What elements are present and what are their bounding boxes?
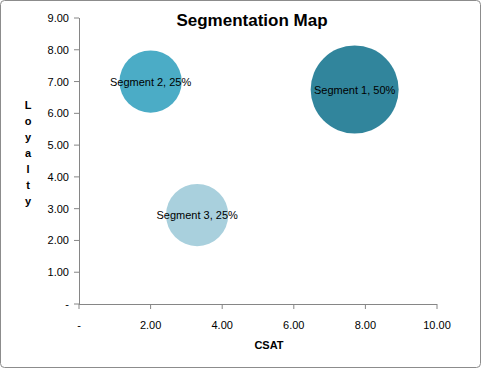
x-tick-label: 2.00 [140, 319, 161, 331]
data-label: Segment 2, 25% [110, 76, 192, 88]
x-tick [293, 304, 294, 309]
x-tick [437, 304, 438, 309]
y-tick [74, 240, 79, 241]
y-tick [74, 18, 79, 19]
y-tick-label: 4.00 [48, 171, 69, 183]
y-tick [74, 272, 79, 273]
x-tick-label: 4.00 [211, 319, 232, 331]
y-tick-label: 2.00 [48, 234, 69, 246]
y-tick-label: 1.00 [48, 266, 69, 278]
x-tick [365, 304, 366, 309]
y-tick-label: - [65, 298, 69, 310]
x-tick [222, 304, 223, 309]
bubble [311, 46, 399, 134]
x-tick-label: - [77, 319, 81, 331]
y-axis [79, 18, 80, 304]
y-tick-label: 6.00 [48, 107, 69, 119]
y-tick [74, 49, 79, 50]
y-tick [74, 113, 79, 114]
x-tick-label: 10.00 [423, 319, 451, 331]
x-axis-label: CSAT [254, 339, 283, 351]
chart-border [1, 1, 481, 368]
x-tick [150, 304, 151, 309]
y-tick [74, 81, 79, 82]
x-tick-label: 8.00 [355, 319, 376, 331]
y-tick-label: 8.00 [48, 44, 69, 56]
x-tick-label: 6.00 [283, 319, 304, 331]
title: Segmentation Map [176, 11, 327, 30]
x-axis [79, 304, 437, 305]
data-label: Segment 3, 25% [156, 209, 238, 221]
y-tick [74, 304, 79, 305]
y-tick [74, 145, 79, 146]
y-tick-label: 7.00 [48, 76, 69, 88]
y-tick [74, 176, 79, 177]
data-label: Segment 1, 50% [314, 84, 396, 96]
x-tick [79, 304, 80, 309]
y-tick-label: 9.00 [48, 12, 69, 24]
y-tick [74, 208, 79, 209]
y-tick-label: 5.00 [48, 139, 69, 151]
y-tick-label: 3.00 [48, 203, 69, 215]
y-axis-label: Loyalty [25, 99, 32, 207]
chart: Segmentation Map - 2.00 4.00 6.00 8.00 10.00 - 1… [0, 0, 481, 368]
data-labels: Segment 1, 50% Segment 2, 25% Segment 3, 2… [110, 76, 396, 221]
